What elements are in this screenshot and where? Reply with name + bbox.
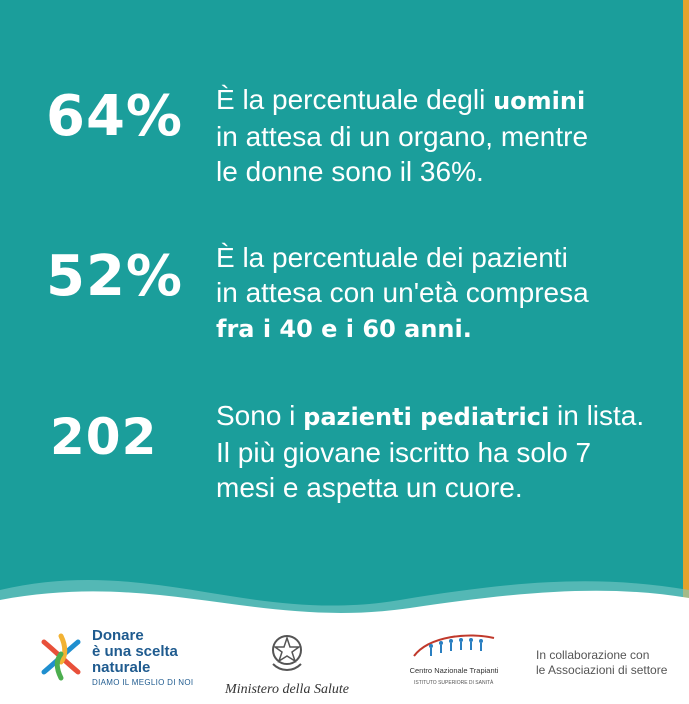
donare-line: è una scelta (92, 643, 178, 660)
stat-description: È la percentuale degli uomini in attesa … (216, 82, 671, 189)
stat-value: 202 (50, 408, 158, 466)
partners-text: In collaborazione con le Associazioni di… (536, 648, 667, 678)
donare-text: Donare è una scelta naturale (92, 628, 178, 676)
text: in lista. (549, 400, 645, 431)
bold-text: pazienti pediatrici (303, 403, 550, 431)
donare-line: Donare (92, 627, 144, 644)
people-chain-icon (413, 634, 495, 657)
stat-description: Sono i pazienti pediatrici in lista. Il … (216, 398, 671, 505)
emblem-icon (272, 635, 302, 671)
partners-line: In collaborazione con (536, 648, 650, 662)
knot-icon (41, 633, 81, 681)
desc-line-1: Sono i pazienti pediatrici in lista. (216, 398, 671, 435)
bold-text: fra i 40 e i 60 anni. (216, 315, 472, 343)
desc-line-3: mesi e aspetta un cuore. (216, 472, 523, 503)
stat-value: 64% (46, 84, 184, 149)
accent-stripe (683, 0, 689, 610)
desc-line-1: È la percentuale dei pazienti (216, 242, 568, 273)
bold-text: uomini (493, 87, 586, 115)
stat-description: È la percentuale dei pazienti in attesa … (216, 240, 671, 347)
donare-tagline: DIAMO IL MEGLIO DI NOI (92, 678, 194, 687)
partners-line: le Associazioni di settore (536, 663, 668, 677)
donare-line: naturale (92, 659, 151, 676)
donare-logo: Donare è una scelta naturale DIAMO IL ME… (36, 628, 236, 698)
footer-logos: Donare è una scelta naturale DIAMO IL ME… (0, 620, 689, 704)
desc-line-2: Il più giovane iscritto ha solo 7 (216, 437, 592, 468)
ministero-logo: Ministero della Salute (222, 630, 352, 700)
cnt-text: Centro Nazionale Trapianti (409, 666, 499, 675)
desc-line-3: le donne sono il 36%. (216, 156, 484, 187)
stat-value: 52% (46, 244, 184, 309)
cnt-logo: Centro Nazionale Trapianti ISTITUTO SUPE… (404, 632, 504, 702)
desc-line-2: in attesa con un'età compresa (216, 277, 589, 308)
ministero-text: Ministero della Salute (225, 682, 349, 697)
desc-line-2: in attesa di un organo, mentre (216, 121, 589, 152)
desc-line-3: fra i 40 e i 60 anni. (216, 310, 671, 347)
desc-line-1: È la percentuale degli uomini (216, 82, 671, 119)
text: Sono i (216, 400, 304, 431)
text: È la percentuale degli (216, 84, 494, 115)
footer-wave (0, 579, 689, 704)
cnt-subtext: ISTITUTO SUPERIORE DI SANITÀ (414, 680, 494, 686)
